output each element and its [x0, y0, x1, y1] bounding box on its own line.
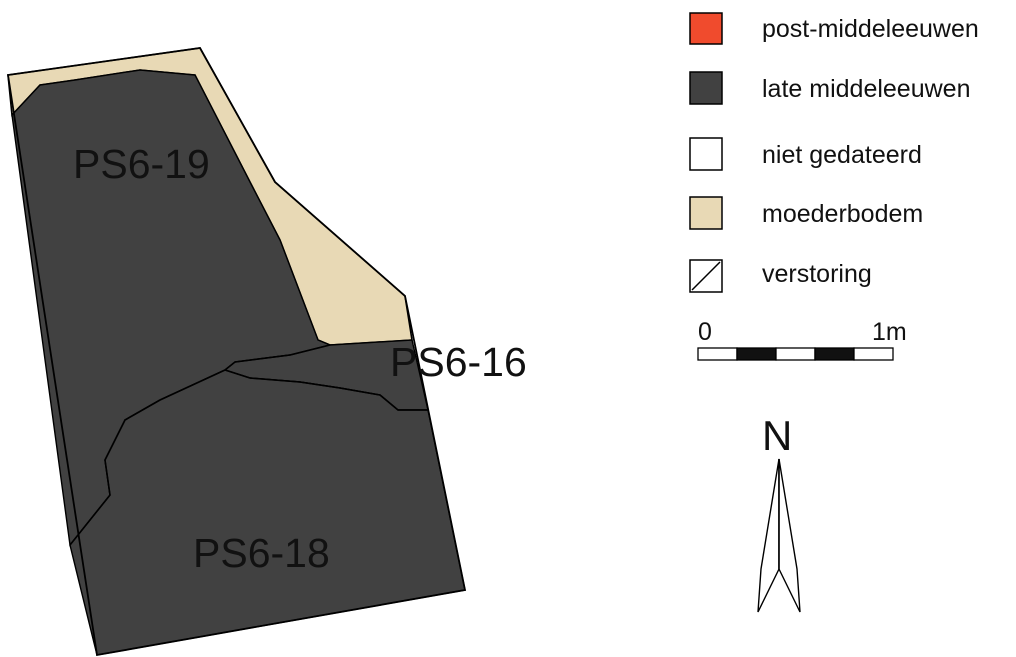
legend-swatch-late-middeleeuwen — [689, 71, 723, 105]
legend-label-late-middeleeuwen: late middeleeuwen — [762, 75, 970, 103]
boundary-line-lower — [69, 369, 428, 546]
scale-bar-end-label: 1m — [872, 318, 907, 346]
north-arrow: N — [757, 412, 801, 613]
north-arrow-right-half — [778, 458, 801, 613]
legend-swatch-moederbodem — [689, 196, 723, 230]
verstoring-hatch-line — [691, 261, 721, 291]
legend-label-verstoring: verstoring — [762, 260, 872, 288]
boundary-line-upper — [224, 344, 331, 371]
legend-swatch-post-middeleeuwen — [689, 12, 723, 45]
scale-bar-start-label: 0 — [698, 318, 712, 346]
north-arrow-left-half — [757, 458, 780, 613]
scale-bar: 0 1m — [697, 318, 907, 361]
legend-label-niet-gedateerd: niet gedateerd — [762, 141, 922, 169]
legend-swatch-niet-gedateerd — [689, 137, 723, 171]
trench-outline — [6, 47, 467, 657]
legend-label-post-middeleeuwen: post-middeleeuwen — [762, 15, 979, 43]
label-ps6-18: PS6-18 — [193, 530, 330, 576]
legend-label-moederbodem: moederbodem — [762, 200, 923, 228]
north-arrow-label: N — [762, 412, 792, 459]
legend: post-middeleeuwen late middeleeuwen niet… — [689, 12, 979, 293]
label-ps6-16: PS6-16 — [390, 339, 527, 385]
label-ps6-19: PS6-19 — [73, 141, 210, 187]
